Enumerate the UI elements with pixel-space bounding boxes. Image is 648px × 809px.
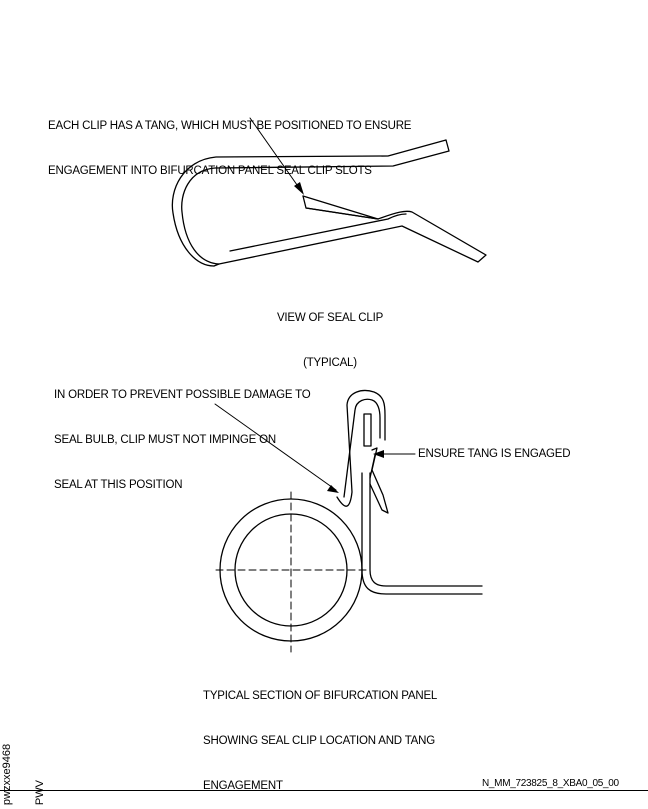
clip-inner-contour (171, 139, 447, 267)
section-caption: TYPICAL SECTION OF BIFURCATION PANEL SHO… (203, 659, 437, 809)
clip-slot (363, 413, 372, 447)
tang-callout-line-1: EACH CLIP HAS A TANG, WHICH MUST BE POSI… (48, 120, 412, 132)
clip-lower-strip (213, 213, 407, 267)
engaged-arrowhead (373, 450, 384, 458)
tang-leader (249, 117, 303, 193)
clip-outer-contour (181, 139, 487, 265)
seal-clip-diagram (171, 117, 487, 653)
tang-arrowhead (294, 182, 304, 195)
section-view (215, 389, 483, 653)
clip-tang-section (369, 447, 389, 514)
tang-callout-line-2: ENGAGEMENT INTO BIFURCATION PANEL SEAL C… (48, 165, 372, 177)
view-caption-line-2: (TYPICAL) (303, 357, 357, 369)
section-caption-line-1: TYPICAL SECTION OF BIFURCATION PANEL (203, 690, 438, 702)
clip-loop-outer (336, 389, 386, 507)
seal-leader (214, 403, 337, 491)
section-caption-line-2: SHOWING SEAL CLIP LOCATION AND TANG (203, 735, 435, 747)
view-caption-line-1: VIEW OF SEAL CLIP (276, 312, 384, 324)
tang-callout: EACH CLIP HAS A TANG, WHICH MUST BE POSI… (48, 89, 411, 194)
seal-arrowhead (327, 485, 339, 493)
seal-callout: IN ORDER TO PREVENT POSSIBLE DAMAGE TO S… (54, 358, 311, 508)
bottom-rule (0, 790, 648, 791)
view-caption: VIEW OF SEAL CLIP (TYPICAL) (250, 281, 410, 386)
side-code-line-1: pwzxxe9468 (1, 743, 14, 806)
seal-callout-line-1: IN ORDER TO PREVENT POSSIBLE DAMAGE TO (54, 389, 311, 401)
figure-id: N_MM_723825_8_XBA0_05_00 (482, 778, 619, 789)
clip-tang (302, 195, 379, 220)
side-code: pwzxxe9468 PWV (0, 744, 57, 805)
seal-callout-line-3: SEAL AT THIS POSITION (54, 479, 183, 491)
engaged-callout: ENSURE TANG IS ENGAGED (418, 448, 571, 460)
seal-callout-line-2: SEAL BULB, CLIP MUST NOT IMPINGE ON (54, 434, 276, 446)
clip-loop-inner (343, 398, 381, 498)
leaders (214, 117, 416, 491)
seal-clip-view (171, 139, 487, 267)
panel-wall-inner (369, 472, 483, 587)
panel-wall (361, 472, 483, 595)
side-code-line-2: PWV (34, 780, 47, 806)
section-caption-line-3: ENGAGEMENT (203, 780, 283, 792)
